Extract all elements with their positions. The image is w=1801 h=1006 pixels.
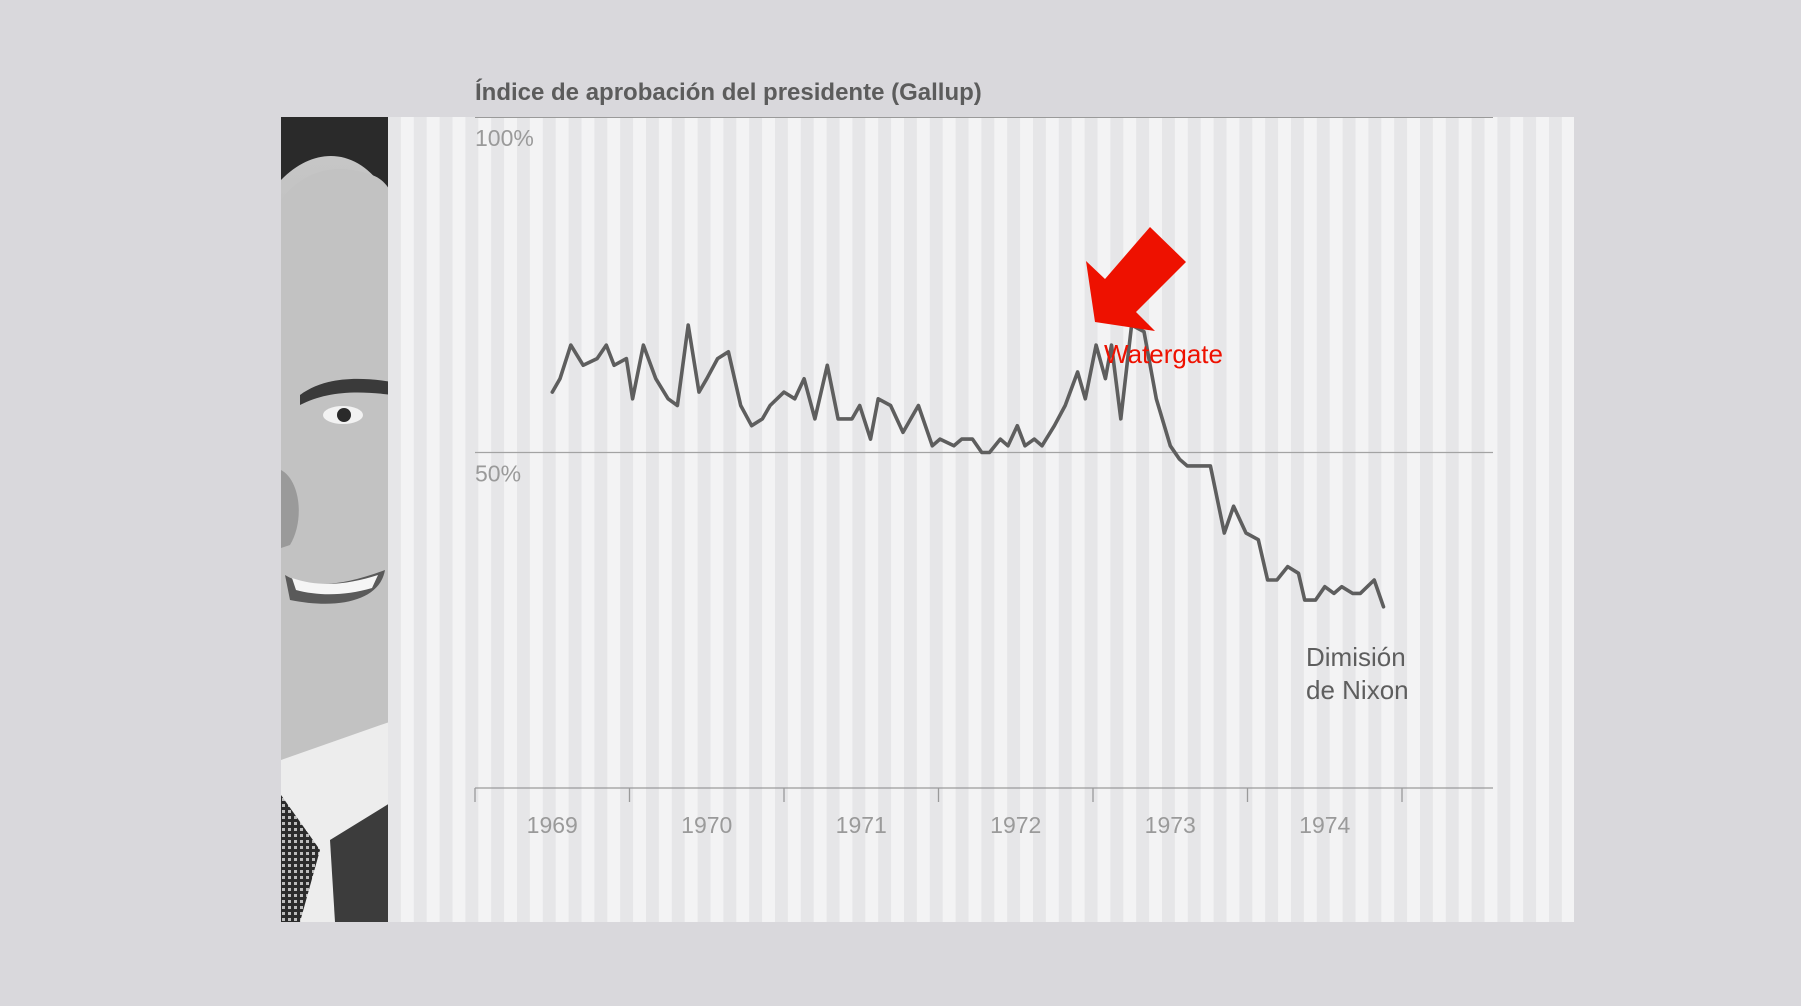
nixon-portrait-icon [281, 117, 398, 922]
x-tick-label-1970: 1970 [681, 812, 732, 838]
resignation-label-line-1: Dimisión [1306, 642, 1406, 672]
x-tick-label-1972: 1972 [990, 812, 1041, 838]
x-tick-label-1969: 1969 [527, 812, 578, 838]
x-tick-label-1973: 1973 [1145, 812, 1196, 838]
watergate-label: Watergate [1104, 339, 1223, 369]
resignation-label-line-2: de Nixon [1306, 675, 1409, 705]
chart-title: Índice de aprobación del presidente (Gal… [475, 78, 982, 106]
y-tick-label-50: 50% [475, 461, 521, 487]
x-tick-label-1974: 1974 [1299, 812, 1350, 838]
y-tick-label-100: 100% [475, 125, 534, 151]
x-tick-label-1971: 1971 [836, 812, 887, 838]
